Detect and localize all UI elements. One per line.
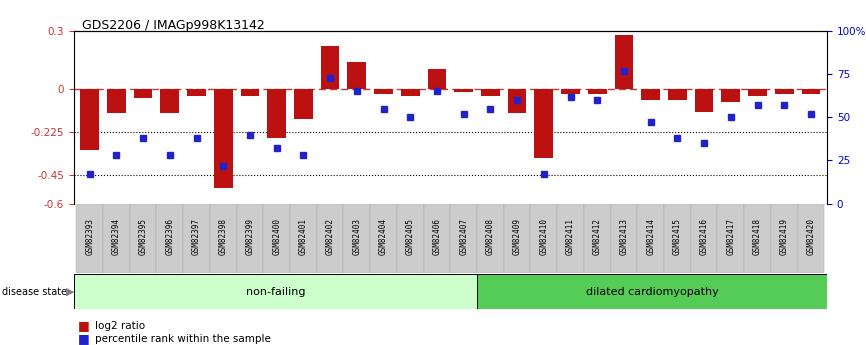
Text: GSM82393: GSM82393 [85, 218, 94, 255]
Bar [290, 204, 317, 273]
Bar [637, 204, 664, 273]
Text: dilated cardiomyopathy: dilated cardiomyopathy [585, 287, 719, 296]
Bar [130, 204, 157, 273]
Bar [263, 204, 290, 273]
Text: GSM82413: GSM82413 [619, 218, 629, 255]
Bar [534, 89, 553, 158]
Bar [481, 89, 500, 96]
Bar [531, 204, 557, 273]
Bar [210, 204, 236, 273]
Bar [268, 89, 286, 138]
Bar [695, 89, 714, 111]
Bar [317, 204, 344, 273]
Text: ■: ■ [78, 319, 90, 333]
Text: GSM82412: GSM82412 [592, 218, 602, 255]
Text: GSM82408: GSM82408 [486, 218, 494, 255]
Bar [294, 89, 313, 119]
Bar [504, 204, 531, 273]
Text: GSM82401: GSM82401 [299, 218, 308, 255]
Text: GSM82415: GSM82415 [673, 218, 682, 255]
Text: GSM82409: GSM82409 [513, 218, 521, 255]
Text: GSM82404: GSM82404 [379, 218, 388, 255]
Bar [615, 35, 633, 89]
Text: GSM82414: GSM82414 [646, 218, 656, 255]
Bar [771, 204, 798, 273]
Bar [642, 89, 660, 100]
Bar [507, 89, 527, 114]
Bar [775, 89, 793, 94]
Text: GSM82403: GSM82403 [352, 218, 361, 255]
Text: GSM82398: GSM82398 [219, 218, 228, 255]
Text: GSM82396: GSM82396 [165, 218, 174, 255]
Text: GSM82417: GSM82417 [727, 218, 735, 255]
Text: GSM82400: GSM82400 [272, 218, 281, 255]
Bar [668, 89, 687, 100]
Text: non-failing: non-failing [246, 287, 305, 296]
Text: GSM82405: GSM82405 [406, 218, 415, 255]
Bar [691, 204, 718, 273]
Bar [157, 204, 183, 273]
Bar [241, 89, 259, 96]
Text: GSM82420: GSM82420 [806, 218, 816, 255]
Text: ■: ■ [78, 332, 90, 345]
Text: GSM82418: GSM82418 [753, 218, 762, 255]
Bar [401, 89, 420, 96]
Bar [423, 204, 450, 273]
Text: GSM82402: GSM82402 [326, 218, 334, 255]
Bar [107, 89, 126, 114]
Bar [103, 204, 130, 273]
Bar [236, 204, 263, 273]
Bar [664, 204, 691, 273]
Text: GSM82397: GSM82397 [192, 218, 201, 255]
Bar [76, 204, 103, 273]
Bar [344, 204, 370, 273]
Bar [588, 89, 606, 94]
Bar [374, 89, 393, 94]
Bar [370, 204, 397, 273]
Bar [214, 89, 233, 188]
Bar [477, 274, 827, 309]
Bar [187, 89, 206, 96]
Text: ▶: ▶ [66, 287, 74, 296]
Text: GSM82394: GSM82394 [112, 218, 121, 255]
Text: GSM82395: GSM82395 [139, 218, 147, 255]
Bar [450, 204, 477, 273]
Bar [721, 89, 740, 102]
Text: log2 ratio: log2 ratio [95, 321, 145, 331]
Text: GSM82406: GSM82406 [432, 218, 442, 255]
Bar [748, 89, 767, 96]
Bar [397, 204, 423, 273]
Bar [798, 204, 824, 273]
Bar [611, 204, 637, 273]
Text: disease state: disease state [2, 287, 67, 296]
Bar [183, 204, 210, 273]
Text: GDS2206 / IMAGp998K13142: GDS2206 / IMAGp998K13142 [82, 19, 265, 32]
Text: GSM82411: GSM82411 [566, 218, 575, 255]
Bar [74, 274, 477, 309]
Text: GSM82410: GSM82410 [540, 218, 548, 255]
Bar [428, 69, 446, 89]
Bar [718, 204, 744, 273]
Text: GSM82399: GSM82399 [245, 218, 255, 255]
Bar [455, 89, 473, 92]
Bar [81, 89, 99, 150]
Bar [557, 204, 584, 273]
Bar [160, 89, 179, 114]
Bar [561, 89, 580, 94]
Bar [744, 204, 771, 273]
Bar [347, 62, 366, 89]
Bar [802, 89, 820, 94]
Bar [584, 204, 611, 273]
Bar [320, 46, 339, 89]
Bar [477, 204, 504, 273]
Bar [133, 89, 152, 98]
Text: GSM82419: GSM82419 [779, 218, 789, 255]
Text: GSM82416: GSM82416 [700, 218, 708, 255]
Text: percentile rank within the sample: percentile rank within the sample [95, 334, 271, 344]
Text: GSM82407: GSM82407 [459, 218, 469, 255]
